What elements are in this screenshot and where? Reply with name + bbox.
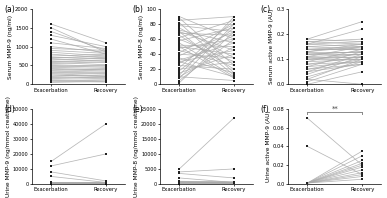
Text: (b): (b) (132, 5, 143, 14)
Text: (f): (f) (260, 105, 269, 114)
Y-axis label: Serum MMP-9 (ng/ml): Serum MMP-9 (ng/ml) (8, 15, 13, 79)
Y-axis label: Urine active MMP-9 (AU): Urine active MMP-9 (AU) (266, 110, 271, 182)
Y-axis label: Serum MMP-8 (ng/ml): Serum MMP-8 (ng/ml) (139, 15, 144, 79)
Text: (c): (c) (260, 5, 270, 14)
Text: (d): (d) (4, 105, 15, 114)
Text: (e): (e) (132, 105, 143, 114)
Text: (a): (a) (4, 5, 15, 14)
Y-axis label: Urine MMP-8 (ng/mmol creatinine): Urine MMP-8 (ng/mmol creatinine) (134, 96, 139, 197)
Text: **: ** (331, 106, 338, 111)
Y-axis label: Serum active MMP-9 (AU): Serum active MMP-9 (AU) (269, 9, 274, 84)
Y-axis label: Urine MMP-9 (ng/mmol creatinine): Urine MMP-9 (ng/mmol creatinine) (6, 96, 11, 197)
